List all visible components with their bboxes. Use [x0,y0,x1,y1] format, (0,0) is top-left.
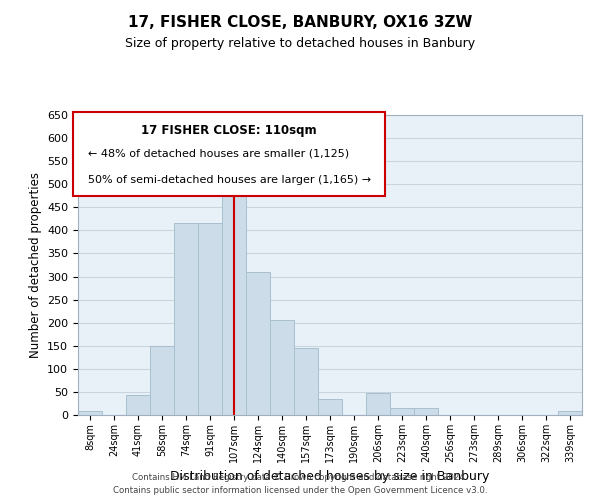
Bar [174,224,198,415]
Bar [78,412,102,415]
Bar [318,399,342,415]
Text: Contains HM Land Registry data © Crown copyright and database right 2024.: Contains HM Land Registry data © Crown c… [132,474,468,482]
FancyBboxPatch shape [73,112,385,196]
Bar [294,348,318,415]
Bar [150,346,174,415]
Y-axis label: Number of detached properties: Number of detached properties [29,172,41,358]
Bar [246,272,270,415]
Bar [366,393,390,415]
Bar [414,408,438,415]
Text: 50% of semi-detached houses are larger (1,165) →: 50% of semi-detached houses are larger (… [88,175,371,185]
Text: Size of property relative to detached houses in Banbury: Size of property relative to detached ho… [125,38,475,51]
Text: ← 48% of detached houses are smaller (1,125): ← 48% of detached houses are smaller (1,… [88,148,349,158]
Text: 17 FISHER CLOSE: 110sqm: 17 FISHER CLOSE: 110sqm [142,124,317,137]
X-axis label: Distribution of detached houses by size in Banbury: Distribution of detached houses by size … [170,470,490,484]
Bar [270,320,294,415]
Text: Contains public sector information licensed under the Open Government Licence v3: Contains public sector information licen… [113,486,487,495]
Bar [198,224,222,415]
Bar [558,412,582,415]
Bar [390,408,414,415]
Text: 17, FISHER CLOSE, BANBURY, OX16 3ZW: 17, FISHER CLOSE, BANBURY, OX16 3ZW [128,15,472,30]
Bar [222,168,246,415]
Bar [126,394,150,415]
